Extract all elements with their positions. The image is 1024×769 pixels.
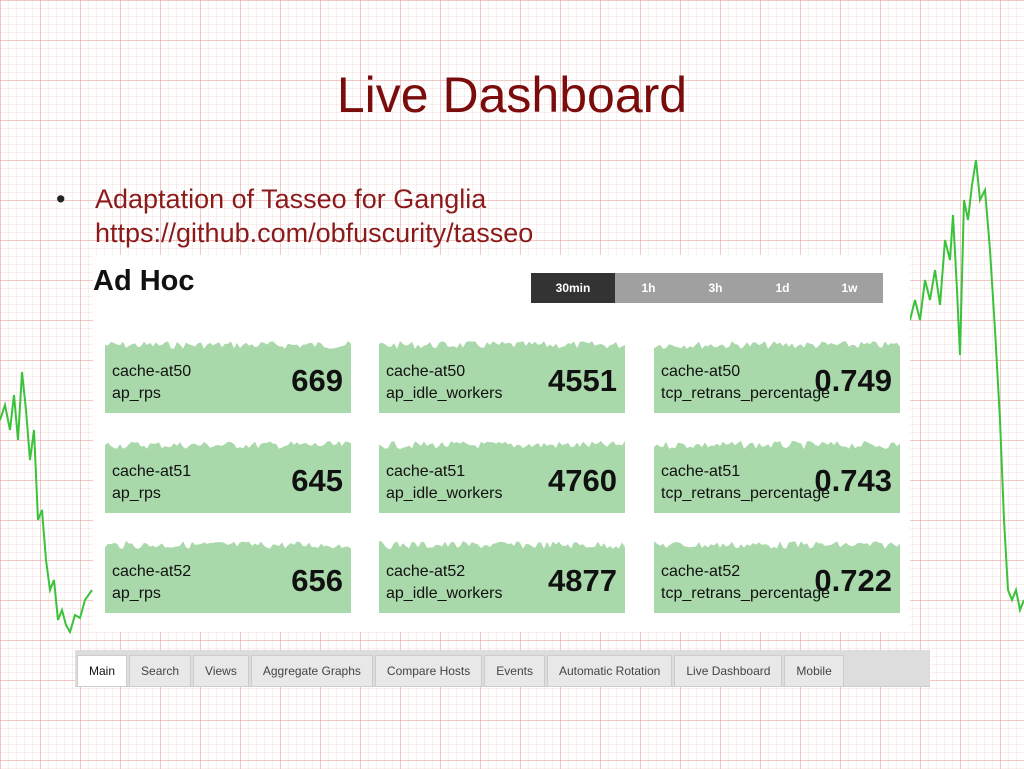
metric-value: 0.722 [814,563,892,598]
metric-value: 0.749 [814,363,892,398]
host-label: cache-at50 [112,363,192,380]
host-label: cache-at52 [661,563,741,580]
host-label: cache-at50 [386,363,466,380]
sparkline-area [105,441,351,513]
metric-tile: cache-at52 ap_idle_workers 4877 [379,541,625,613]
bullet-dot: • [56,184,66,214]
tab[interactable]: Automatic Rotation [546,655,673,686]
tab[interactable]: Mobile [784,655,844,686]
tab[interactable]: Compare Hosts [374,655,483,686]
range-button[interactable]: 1h [615,273,682,303]
host-label: cache-at50 [661,363,741,380]
bullet-text: Adaptation of Tasseo for Ganglia [95,184,487,214]
metric-value: 4551 [548,363,617,398]
range-selector: 30min 1h 3h 1d 1w [531,273,883,303]
metric-label: ap_rps [112,585,161,602]
metric-tile: cache-at52 ap_rps 656 [105,541,351,613]
metric-tile: cache-at51 ap_rps 645 [105,441,351,513]
sparkline [379,441,625,513]
metric-label: tcp_retrans_percentage [661,385,830,402]
range-button[interactable]: 1d [749,273,816,303]
sparkline-area [654,441,900,513]
sparkline-area [654,341,900,413]
sparkline [105,541,351,613]
metric-tile: cache-at50 ap_rps 669 [105,341,351,413]
metric-label: tcp_retrans_percentage [661,585,830,602]
tab[interactable]: Main [77,655,128,686]
tab-bar: Main Search Views Aggregate Graphs Compare H… [75,650,930,687]
host-label: cache-at51 [386,463,466,480]
metric-value: 669 [291,363,343,398]
metric-value: 4877 [548,563,617,598]
metric-label: tcp_retrans_percentage [661,485,830,502]
sparkline [654,341,900,413]
tab[interactable]: Events [484,655,545,686]
range-button[interactable]: 3h [682,273,749,303]
metric-tile: cache-at51 ap_idle_workers 4760 [379,441,625,513]
tab[interactable]: Search [129,655,192,686]
metric-tile: cache-at51 tcp_retrans_percentage 0.743 [654,441,900,513]
decor-line [0,371,93,635]
sparkline-area [654,541,900,613]
decor-line [909,159,1024,614]
metric-value: 645 [291,463,343,498]
host-label: cache-at52 [386,563,466,580]
metric-value: 0.743 [814,463,892,498]
sparkline [379,541,625,613]
sparkline [105,341,351,413]
metric-tile: cache-at50 tcp_retrans_percentage 0.749 [654,341,900,413]
metric-value: 4760 [548,463,617,498]
sparkline-area [105,341,351,413]
sparkline-area [379,441,625,513]
sparkline-area [105,541,351,613]
bullet-url[interactable]: https://github.com/obfuscurity/tasseo [95,218,534,248]
metric-value: 656 [291,563,343,598]
dashboard-title: Ad Hoc [93,265,195,297]
metric-label: ap_rps [112,385,161,402]
sparkline [105,441,351,513]
sparkline [379,341,625,413]
sparkline [654,441,900,513]
tab[interactable]: Views [193,655,249,686]
slide-title: Live Dashboard [336,67,688,123]
sparkline [654,541,900,613]
host-label: cache-at51 [112,463,192,480]
metric-label: ap_idle_workers [386,485,503,502]
tab[interactable]: Live Dashboard [674,655,783,686]
sparkline-area [379,341,625,413]
metric-tile: cache-at50 ap_idle_workers 4551 [379,341,625,413]
range-button[interactable]: 30min [531,273,615,303]
dashboard-screenshot: Ad Hoc 30min 1h 3h 1d 1w cache-at50 ap_rps 669… [93,255,910,632]
metric-label: ap_rps [112,485,161,502]
metric-label: ap_idle_workers [386,585,503,602]
tab[interactable]: Aggregate Graphs [250,655,373,686]
metric-tile: cache-at52 tcp_retrans_percentage 0.722 [654,541,900,613]
sparkline-area [379,541,625,613]
range-button[interactable]: 1w [816,273,883,303]
host-label: cache-at51 [661,463,741,480]
host-label: cache-at52 [112,563,192,580]
metric-label: ap_idle_workers [386,385,503,402]
